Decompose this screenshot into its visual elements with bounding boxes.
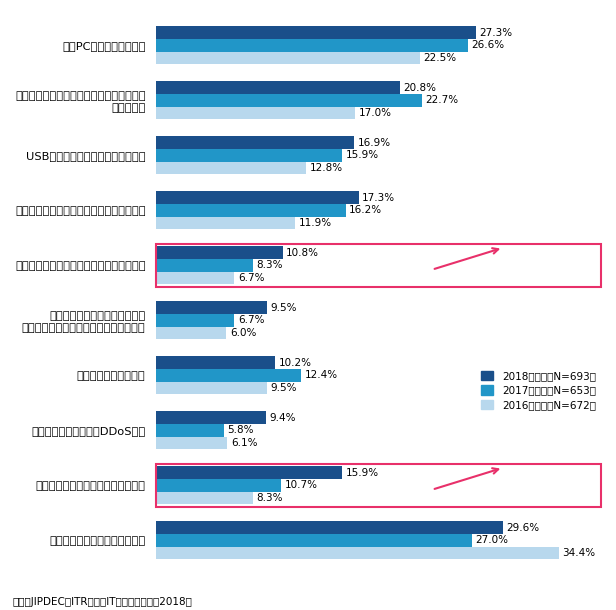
Text: 出典：JIPDEC／ITR「企業IT利活用動向調査2018」: 出典：JIPDEC／ITR「企業IT利活用動向調査2018」 [12, 597, 192, 607]
Bar [156, 547, 559, 559]
Text: 10.7%: 10.7% [285, 480, 318, 490]
Text: 6.7%: 6.7% [238, 315, 264, 325]
Bar [156, 437, 227, 450]
Text: 5.8%: 5.8% [227, 425, 254, 436]
Bar [156, 52, 419, 64]
Text: 15.9%: 15.9% [346, 150, 379, 160]
Text: 20.8%: 20.8% [403, 82, 436, 93]
Legend: 2018年調査（N=693）, 2017年調査（N=653）, 2016年調査（N=672）: 2018年調査（N=693）, 2017年調査（N=653）, 2016年調査（… [481, 371, 596, 410]
Bar [156, 244, 601, 287]
Text: 12.4%: 12.4% [305, 370, 338, 380]
Bar [156, 356, 275, 369]
Bar [156, 204, 346, 217]
Text: 22.5%: 22.5% [423, 53, 456, 63]
Text: 10.8%: 10.8% [286, 248, 319, 257]
Bar [156, 479, 282, 492]
Text: 11.9%: 11.9% [299, 218, 332, 228]
Text: 15.9%: 15.9% [346, 468, 379, 478]
Text: 17.0%: 17.0% [359, 108, 392, 118]
Bar [156, 162, 306, 174]
Text: 6.1%: 6.1% [231, 438, 257, 448]
Bar [156, 39, 468, 52]
Text: 27.0%: 27.0% [476, 536, 509, 545]
Text: 10.2%: 10.2% [279, 357, 312, 368]
Text: 6.7%: 6.7% [238, 273, 264, 283]
Bar [156, 81, 400, 94]
Bar [156, 246, 283, 259]
Bar [156, 149, 342, 162]
Bar [156, 326, 226, 339]
Bar [156, 369, 301, 382]
Text: 9.5%: 9.5% [271, 303, 298, 313]
Bar [156, 492, 253, 504]
Bar [156, 301, 267, 314]
Bar [156, 424, 224, 437]
Text: 34.4%: 34.4% [562, 548, 596, 558]
Text: 9.5%: 9.5% [271, 383, 298, 393]
Bar [156, 136, 354, 149]
Text: 8.3%: 8.3% [257, 493, 283, 503]
Text: 6.0%: 6.0% [230, 328, 256, 338]
Bar [156, 217, 296, 229]
Text: 27.3%: 27.3% [479, 27, 513, 38]
Bar [156, 26, 476, 39]
Bar [156, 467, 342, 479]
Bar [156, 192, 359, 204]
Bar [156, 534, 472, 547]
Bar [156, 259, 253, 271]
Text: 12.8%: 12.8% [309, 163, 342, 173]
Bar [156, 522, 503, 534]
Bar [156, 411, 266, 424]
Text: 22.7%: 22.7% [426, 95, 458, 106]
Text: 16.9%: 16.9% [357, 138, 391, 148]
Bar [156, 94, 422, 107]
Bar [156, 464, 601, 507]
Text: 8.3%: 8.3% [257, 260, 283, 270]
Bar [156, 382, 267, 394]
Text: 29.6%: 29.6% [506, 523, 539, 533]
Text: 17.3%: 17.3% [362, 193, 395, 203]
Bar [156, 271, 235, 284]
Text: 9.4%: 9.4% [270, 413, 296, 423]
Bar [156, 314, 235, 326]
Text: 26.6%: 26.6% [471, 40, 504, 50]
Text: 16.2%: 16.2% [349, 206, 383, 215]
Bar [156, 107, 355, 119]
